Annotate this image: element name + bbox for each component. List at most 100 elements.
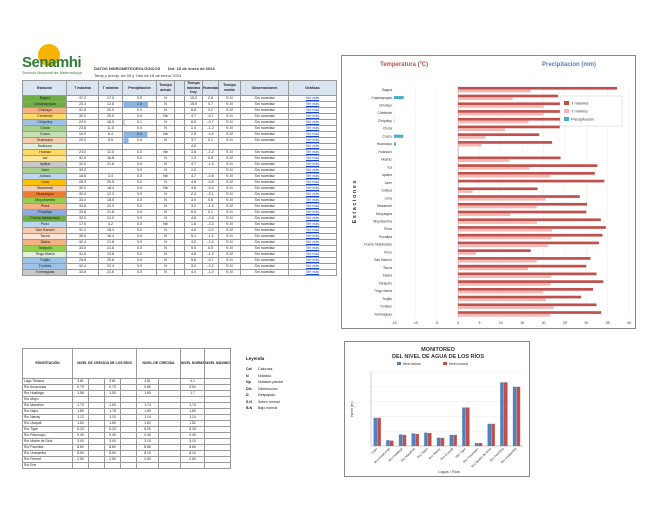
temperature-chart-panel: Temperatura (ºC) Precipitacion (mm) -15 -10… — [341, 55, 636, 329]
category-label: Ica — [387, 165, 392, 169]
x-tick-label: 10 — [499, 321, 503, 325]
level-bar — [386, 440, 390, 446]
category-label: Moquegua — [376, 212, 392, 216]
precip-bar — [394, 96, 404, 100]
tmax-bar — [458, 226, 606, 229]
tmax-bar — [458, 171, 595, 175]
legend-entry: Cal Calurosa — [246, 367, 326, 371]
table-row: Trujillo 28.8 20.6 0.0 N 5.6 -0.7 E-N Sin noveda… — [22, 256, 337, 264]
legend-entry: D Despejado — [246, 393, 326, 397]
tmin-bar — [458, 213, 511, 217]
tmax-bar — [458, 187, 538, 191]
level-bar — [466, 407, 470, 446]
tmin-bar — [458, 159, 510, 162]
level-bar — [512, 386, 517, 446]
x-tick-label: 5 — [478, 321, 480, 325]
tmax-bar — [458, 102, 594, 106]
legend-box: Leyenda Cal Calurosa N Nublado Np Nublado par… — [246, 356, 326, 413]
tmin-bar — [458, 120, 529, 124]
tmin-bar — [458, 128, 506, 132]
chart-title: Temperatura (ºC) — [380, 62, 428, 68]
legend-entry: B.N Bajo normal — [246, 406, 326, 410]
level-b — [104, 462, 121, 469]
table-row: Yurimaguas 33.5 21.6 0.0 N 4.4 -1.0 E-N Sin nove… — [22, 268, 337, 276]
level-bar — [373, 417, 378, 446]
tmin-bar — [458, 228, 553, 232]
weather-value: E-N — [218, 268, 241, 276]
category-label: Chiclayo — [379, 103, 392, 107]
x-tick-label: 30 — [584, 321, 588, 325]
level-d — [180, 462, 206, 469]
level-bar — [504, 382, 508, 446]
tmin-bar — [458, 236, 552, 240]
tmax-value: 33.5 — [66, 268, 99, 276]
table-row: Cusco 19.0 6.4 2.4 Nb 2.8 -0.4 E-N Sin novedad Ve… — [22, 130, 337, 138]
column-header: Observaciones — [240, 80, 289, 96]
tmax-bar — [458, 233, 603, 237]
legend-text: Disminución — [258, 386, 278, 391]
category-label: Tacna — [383, 266, 392, 270]
legend-label: T máxima — [571, 101, 589, 106]
legend-frame — [559, 95, 623, 127]
legend-code: D — [246, 393, 249, 397]
level-bar — [436, 437, 441, 446]
tmin-bar — [458, 221, 538, 224]
category-label: San Ramón — [374, 258, 392, 262]
level-bar — [491, 423, 495, 446]
table-row: Chiquitoy 29.0 16.5 0.1 N 5.5 -0.7 E-N Sin noved… — [22, 118, 337, 126]
column-header: Estación — [22, 80, 67, 96]
legend-swatch — [564, 109, 569, 113]
tmax-bar — [458, 272, 597, 276]
chart-subtitle: DEL NIVEL DE AGUA DE LOS RÍOS — [392, 352, 484, 360]
tmax-bar — [458, 249, 531, 253]
level-bar — [453, 434, 457, 446]
tmax-bar — [458, 141, 553, 144]
level-d2 — [204, 462, 232, 469]
x-tick-label: 15 — [520, 321, 524, 325]
category-label: Chachapoyas — [371, 96, 392, 100]
tmin-bar — [458, 174, 551, 178]
river-row: Río Pachitea 8.60 8.60 8.65 8.65 — [22, 444, 232, 451]
tmax-bar — [458, 295, 582, 299]
legend-entry: Np Nublado parcial — [246, 380, 326, 384]
chart-title-right: Precipitacion (mm) — [542, 62, 596, 68]
subtitle-line: Temp y precip. de 00 y 7am de 16 de ener… — [94, 73, 182, 78]
table-row: Chimbote 30.2 20.0 0.0 Nb 4.7 -0.7 E-N Sin noved… — [22, 112, 337, 120]
x-tick-label: -5 — [435, 321, 438, 325]
table-header: Estación T máxima T mínima Precipitación Tie… — [22, 80, 337, 96]
graph-link[interactable]: Ver más — [288, 268, 337, 276]
level-bar — [440, 437, 445, 446]
tmin-bar — [458, 166, 530, 170]
precip-bar — [394, 142, 396, 146]
level-bar — [390, 440, 394, 446]
level-bar — [415, 433, 419, 446]
river-chart-panel: MONITOREO DEL NIVEL DE AGUA DE LOS RÍOS Ni… — [344, 341, 530, 477]
station-name: Yurimaguas — [22, 268, 67, 276]
level-c — [136, 462, 160, 469]
level-a2 — [88, 462, 105, 469]
column-header — [174, 80, 185, 96]
legend-text: Despejado — [258, 393, 276, 397]
category-label: Tarapoto — [379, 281, 392, 285]
chart-legend: T máxima T mínima Precipitación — [559, 95, 623, 127]
x-tick-label: 20 — [542, 321, 546, 325]
level-bar — [500, 382, 504, 446]
legend-code: Cal — [246, 367, 252, 371]
tmin-bar — [458, 298, 547, 302]
temperature-chart: Temperatura (ºC) Precipitacion (mm) -15 -10… — [352, 62, 631, 325]
legend-swatch — [564, 117, 569, 121]
x-tick-label: 35 — [606, 321, 610, 325]
legend-label: Nivel actual — [403, 362, 421, 366]
page-title: DATOS HIDROMETEOROLÓGICOS — [94, 66, 161, 71]
category-label: Moyobamba — [373, 219, 392, 223]
legend-text: Bajo normal — [258, 406, 278, 410]
category-label: Tumbes — [380, 305, 392, 309]
level-c2 — [158, 462, 182, 469]
river-row: Río Ene — [22, 462, 232, 469]
tmin-value: 21.6 — [98, 268, 123, 276]
x-tick-label: 25 — [563, 321, 567, 325]
legend-entry: Dis Disminución — [246, 387, 326, 391]
x-tick-label: 40 — [627, 321, 631, 325]
legend-label: Precipitación — [571, 117, 594, 122]
chart-title: MONITOREO — [421, 347, 456, 353]
